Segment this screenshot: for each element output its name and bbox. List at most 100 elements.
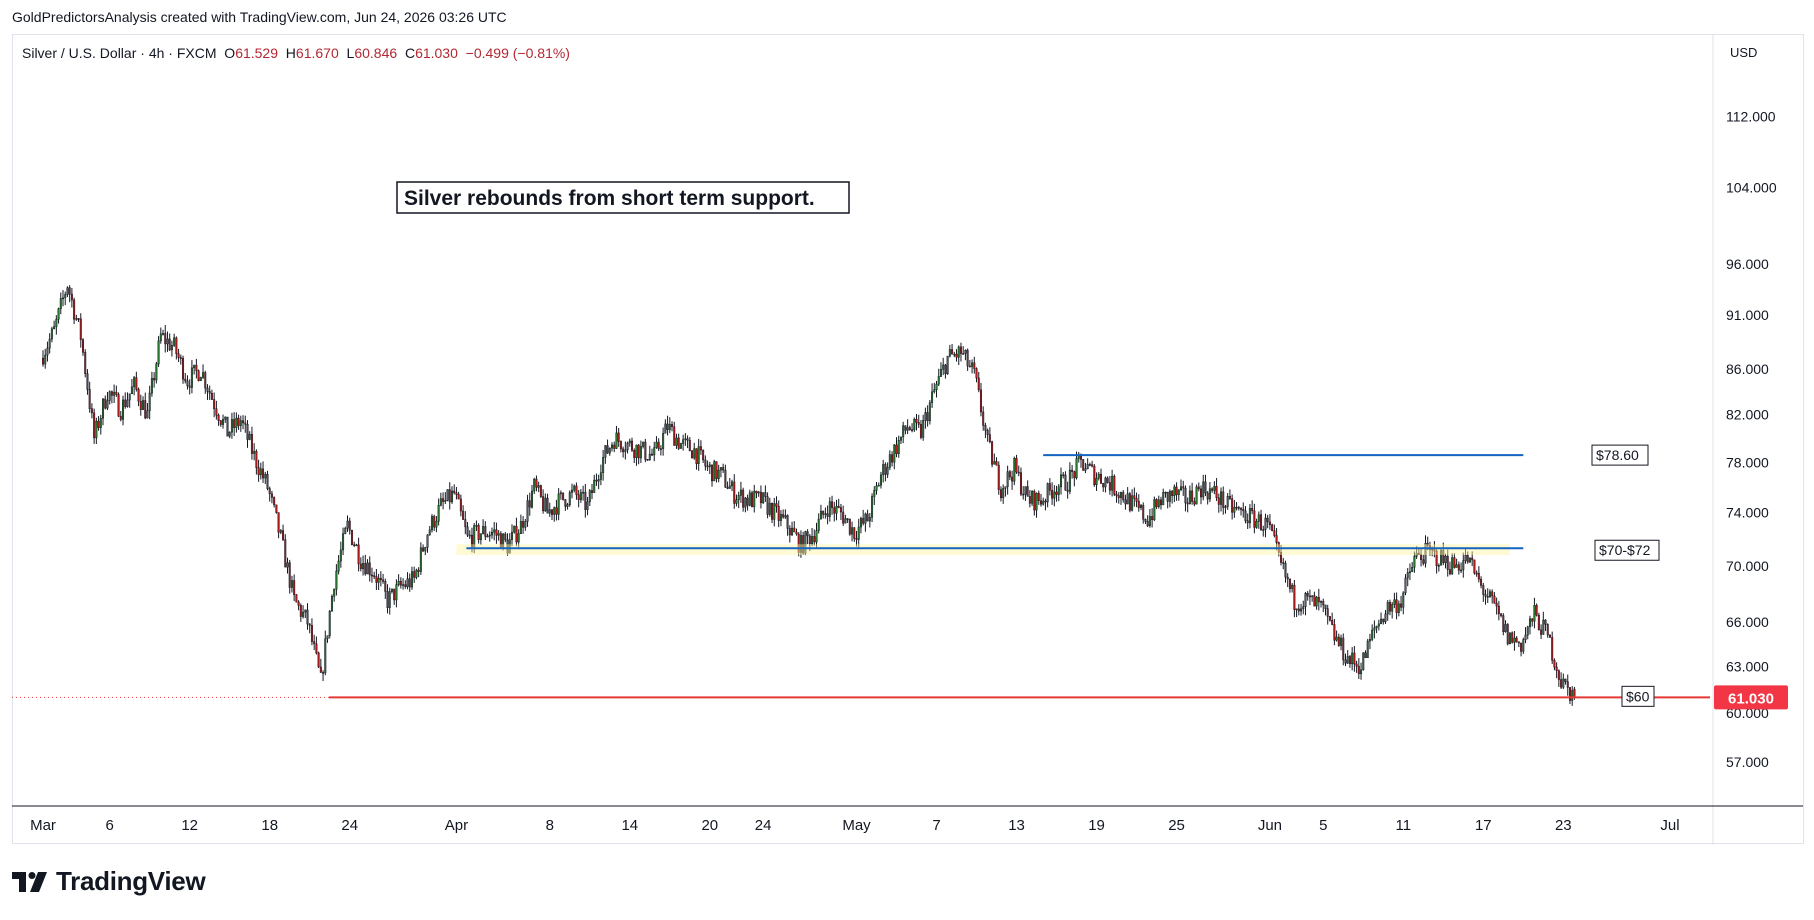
candle-body (1140, 505, 1143, 508)
candle-body (506, 539, 509, 554)
candle-body (902, 425, 905, 438)
candle-body (599, 472, 602, 480)
candle-body (157, 340, 160, 365)
candle-body (1079, 455, 1082, 460)
candle-body (739, 489, 742, 496)
candle-body (711, 464, 714, 482)
candle-body (706, 465, 709, 468)
candle-body (319, 666, 322, 673)
candle-body (290, 580, 293, 588)
candle-body (837, 505, 840, 508)
candle-body (644, 441, 647, 460)
candle-body (428, 529, 431, 536)
candle-body (442, 498, 445, 502)
candle-body (1371, 629, 1374, 640)
candle-body (1097, 474, 1100, 479)
candle-body (755, 490, 758, 494)
candle-body (364, 563, 367, 575)
candle-body (1506, 624, 1509, 645)
candle-body (59, 298, 62, 309)
candle-body (931, 391, 934, 403)
candle-body (973, 362, 976, 369)
candle-body (637, 444, 640, 459)
candle-body (344, 527, 347, 534)
candle-body (988, 434, 991, 443)
candle-body (768, 503, 771, 515)
candle-body (1046, 483, 1049, 503)
candle-body (204, 372, 207, 389)
price-tick-label: 82.000 (1726, 407, 1769, 423)
candle-body (668, 424, 671, 430)
candle-body (104, 398, 107, 409)
candle-body (46, 347, 49, 356)
candle-body (748, 492, 751, 506)
candle-body (846, 518, 849, 520)
candle-body (248, 434, 251, 440)
candle-body (446, 489, 449, 501)
candle-body (577, 494, 580, 500)
candle-body (382, 579, 385, 582)
candle-body (1520, 642, 1523, 652)
candle-body (1022, 493, 1025, 496)
candle-body (664, 423, 667, 434)
candle-body (559, 492, 562, 495)
candle-body (1128, 493, 1131, 511)
candle-body (257, 467, 260, 476)
candle-body (417, 569, 420, 572)
candle-body (388, 591, 391, 608)
candle-body (686, 438, 689, 441)
candle-body (342, 533, 345, 551)
candle-body (1240, 508, 1243, 510)
candle-body (259, 468, 262, 476)
candle-body (1322, 601, 1325, 606)
candle-body (1253, 510, 1256, 528)
candle-body (1117, 495, 1120, 498)
candle-body (977, 377, 980, 391)
candle-body (753, 490, 756, 508)
candle-body (484, 526, 487, 537)
annotations: $78.60 $70-$72 $60 Silver rebounds from sho… (12, 181, 1710, 707)
candle-body (82, 339, 85, 353)
candle-body (766, 496, 769, 515)
candle-body (1197, 486, 1200, 490)
candle-body (99, 417, 102, 428)
candle-body (268, 488, 271, 495)
candle-body (90, 408, 93, 414)
candle-body (888, 454, 891, 468)
candle-body (1368, 639, 1371, 642)
candle-body (784, 515, 787, 518)
candle-body (262, 468, 265, 479)
candle-body (777, 506, 780, 521)
candle-body (333, 588, 336, 597)
candle-body (1126, 493, 1129, 505)
candle-body (873, 490, 876, 497)
candle-body (659, 448, 662, 450)
candle-body (1131, 495, 1134, 511)
candle-body (1500, 613, 1503, 616)
candle-body (64, 294, 67, 299)
candle-body (190, 367, 193, 388)
candle-body (1288, 578, 1291, 589)
candle-body (1384, 613, 1387, 623)
candle-body (1204, 481, 1207, 494)
candle-body (1546, 624, 1549, 636)
candle-body (422, 547, 425, 552)
candle-body (1406, 572, 1409, 579)
candle-body (893, 444, 896, 463)
candle-body (799, 535, 802, 553)
candle-body (546, 497, 549, 514)
open-label: O (224, 45, 236, 61)
currency-label[interactable]: USD (1730, 45, 1758, 60)
candle-body (1460, 569, 1463, 572)
candle-body (688, 439, 691, 452)
time-tick-label: 20 (701, 817, 718, 834)
candle-body (1184, 487, 1187, 504)
candle-body (679, 443, 682, 449)
candle-body (1544, 619, 1547, 625)
candle-body (1019, 472, 1022, 495)
candle-body (1142, 505, 1145, 520)
candle-body (375, 576, 378, 583)
candle-body (1151, 516, 1154, 520)
candle-body (682, 439, 685, 444)
